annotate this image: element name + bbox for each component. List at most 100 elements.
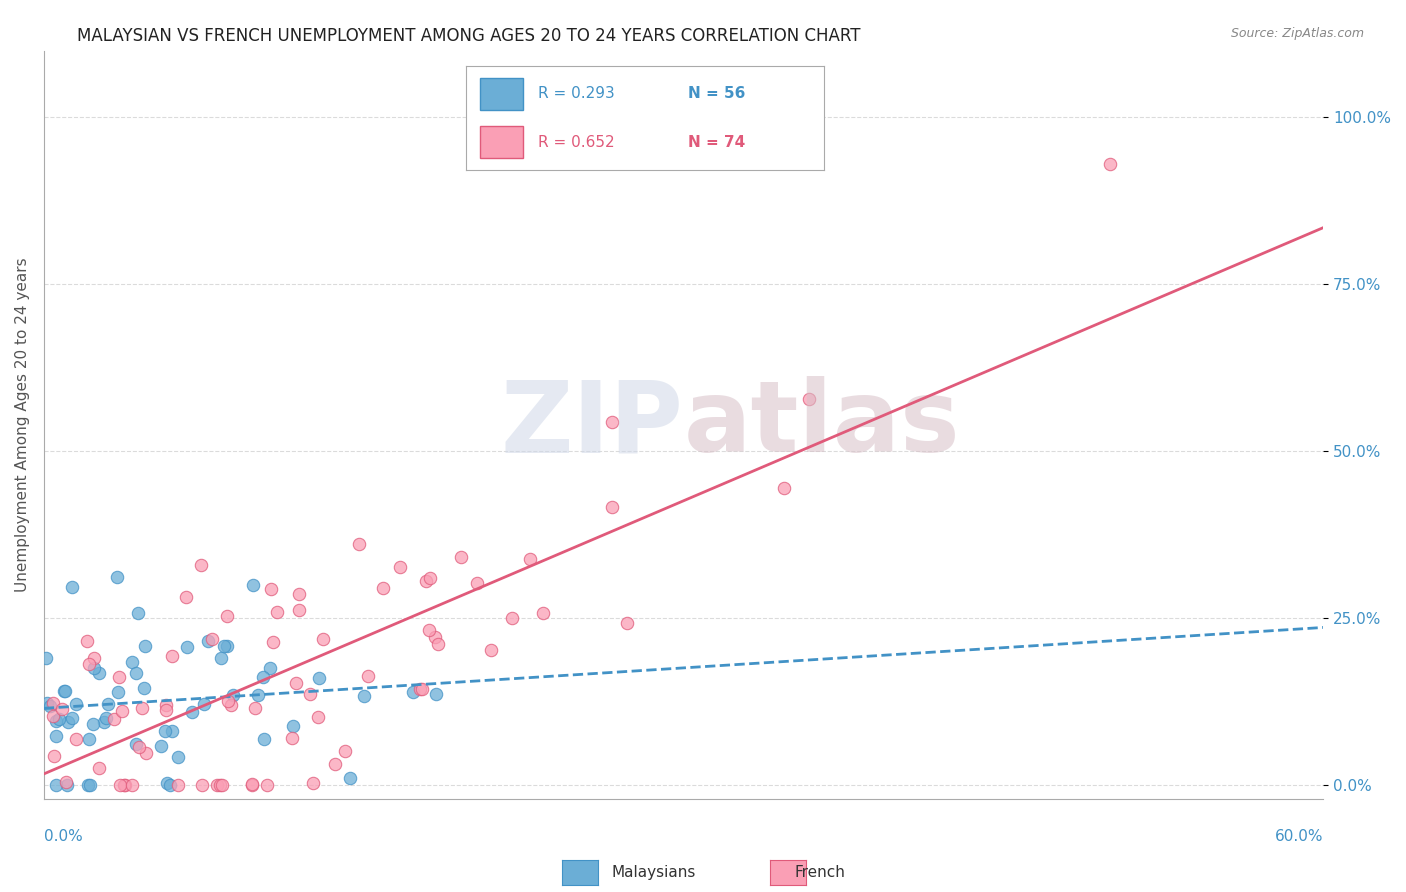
Text: MALAYSIAN VS FRENCH UNEMPLOYMENT AMONG AGES 20 TO 24 YEARS CORRELATION CHART: MALAYSIAN VS FRENCH UNEMPLOYMENT AMONG A… bbox=[77, 27, 860, 45]
Point bbox=[180, 705, 202, 719]
Point bbox=[427, 637, 450, 651]
Point bbox=[201, 632, 224, 646]
Point bbox=[215, 639, 238, 653]
Point bbox=[212, 639, 235, 653]
Text: 0.0%: 0.0% bbox=[44, 829, 83, 844]
Point bbox=[42, 749, 65, 764]
Point bbox=[288, 586, 311, 600]
Point bbox=[60, 580, 83, 594]
Point bbox=[167, 779, 190, 793]
Text: Malaysians: Malaysians bbox=[612, 865, 696, 880]
Point bbox=[425, 687, 447, 701]
Y-axis label: Unemployment Among Ages 20 to 24 years: Unemployment Among Ages 20 to 24 years bbox=[15, 258, 30, 592]
Point bbox=[799, 392, 821, 407]
Point bbox=[247, 688, 270, 702]
Text: French: French bbox=[794, 865, 845, 880]
Point bbox=[207, 779, 229, 793]
Point bbox=[114, 779, 136, 793]
Point bbox=[103, 712, 125, 726]
Point bbox=[465, 576, 488, 591]
Point bbox=[83, 651, 105, 665]
Point bbox=[48, 712, 70, 726]
Point bbox=[531, 606, 554, 620]
Point bbox=[600, 500, 623, 514]
Point bbox=[65, 697, 87, 711]
Point bbox=[211, 779, 233, 793]
Point bbox=[131, 701, 153, 715]
Point bbox=[260, 582, 283, 597]
Point bbox=[132, 681, 155, 696]
Text: atlas: atlas bbox=[683, 376, 960, 474]
Point bbox=[209, 779, 232, 793]
Point bbox=[162, 723, 184, 738]
Point bbox=[112, 779, 135, 793]
Point bbox=[1099, 157, 1122, 171]
Point bbox=[262, 635, 284, 649]
Point bbox=[159, 779, 181, 793]
Point bbox=[302, 776, 325, 790]
Point bbox=[333, 743, 356, 757]
Point bbox=[298, 688, 321, 702]
Point bbox=[176, 640, 198, 654]
Text: 60.0%: 60.0% bbox=[1275, 829, 1323, 844]
Point bbox=[339, 771, 361, 785]
Point bbox=[156, 776, 179, 790]
Point bbox=[209, 650, 232, 665]
Point bbox=[111, 704, 134, 718]
Point bbox=[51, 702, 73, 716]
Point bbox=[600, 415, 623, 429]
Point bbox=[39, 699, 62, 714]
Point bbox=[162, 649, 184, 664]
Point bbox=[35, 651, 58, 665]
Point bbox=[83, 661, 105, 675]
Point bbox=[55, 775, 77, 789]
Point bbox=[411, 682, 433, 697]
Point bbox=[519, 551, 541, 566]
Point bbox=[94, 711, 117, 725]
Point bbox=[45, 779, 67, 793]
Point bbox=[215, 608, 238, 623]
Point bbox=[219, 698, 242, 712]
Point bbox=[221, 689, 243, 703]
Point bbox=[60, 711, 83, 725]
Point bbox=[266, 605, 288, 619]
Point bbox=[307, 710, 329, 724]
Point bbox=[35, 696, 58, 710]
Point bbox=[56, 779, 79, 793]
Point bbox=[42, 709, 65, 723]
Point bbox=[252, 670, 274, 684]
Point bbox=[45, 714, 67, 728]
Point bbox=[242, 578, 264, 592]
Point bbox=[259, 661, 281, 675]
Point bbox=[357, 669, 380, 683]
Point bbox=[323, 756, 346, 771]
Point bbox=[479, 643, 502, 657]
Point bbox=[153, 724, 176, 739]
Point bbox=[155, 698, 177, 712]
Point bbox=[105, 570, 128, 584]
Point bbox=[281, 731, 304, 745]
Text: ZIP: ZIP bbox=[501, 376, 683, 474]
Point bbox=[125, 666, 148, 681]
Point bbox=[77, 779, 100, 793]
Point bbox=[121, 779, 143, 793]
Point bbox=[240, 776, 263, 790]
Point bbox=[45, 730, 67, 744]
Point bbox=[193, 697, 215, 711]
Point bbox=[256, 779, 278, 793]
Point bbox=[87, 761, 110, 775]
Point bbox=[107, 685, 129, 699]
Point bbox=[288, 603, 311, 617]
Point bbox=[125, 737, 148, 751]
Point bbox=[285, 676, 308, 690]
Point bbox=[108, 670, 131, 684]
Point bbox=[190, 558, 212, 573]
Point bbox=[281, 719, 304, 733]
Point bbox=[56, 714, 79, 729]
Point bbox=[353, 689, 375, 703]
Point bbox=[616, 616, 638, 631]
Point bbox=[77, 657, 100, 671]
Point bbox=[773, 481, 796, 495]
Point bbox=[312, 632, 335, 647]
Point bbox=[450, 550, 472, 565]
